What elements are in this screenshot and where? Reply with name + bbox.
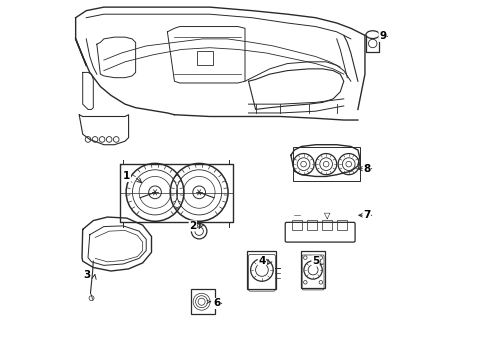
Text: 9: 9: [379, 31, 386, 41]
Text: 4: 4: [258, 256, 266, 266]
Ellipse shape: [366, 31, 379, 39]
Bar: [301, 251, 325, 288]
Text: 8: 8: [363, 164, 370, 174]
Text: 7: 7: [363, 210, 370, 220]
Text: 6: 6: [213, 298, 220, 309]
Bar: [247, 251, 276, 289]
Text: 5: 5: [312, 256, 319, 266]
Bar: [192, 289, 216, 314]
Bar: [197, 51, 213, 66]
Bar: [292, 220, 302, 230]
Bar: [366, 35, 379, 52]
Bar: [307, 220, 317, 230]
Text: 3: 3: [83, 270, 91, 280]
Bar: [293, 147, 360, 181]
Bar: [338, 220, 347, 230]
Bar: [322, 220, 332, 230]
Text: 2: 2: [189, 221, 196, 231]
Text: 1: 1: [123, 171, 130, 181]
